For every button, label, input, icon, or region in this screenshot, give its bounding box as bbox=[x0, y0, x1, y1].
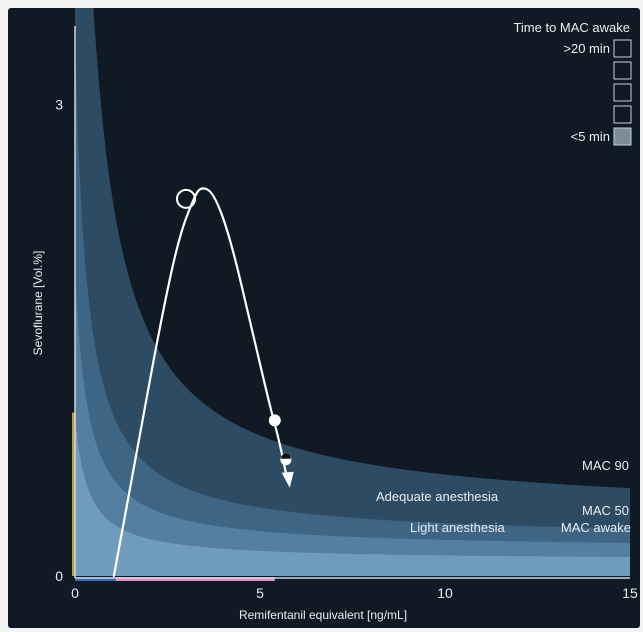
band-mac_awake bbox=[75, 416, 630, 576]
label-mac-awake: MAC awake bbox=[561, 520, 631, 535]
curve-labels: MAC 90 Adequate anesthesia MAC 50 Light … bbox=[376, 458, 631, 535]
y-level-indicator bbox=[72, 412, 76, 576]
axes bbox=[74, 26, 630, 579]
trajectory bbox=[112, 187, 294, 578]
y-axis-title: Sevoflurane [Vol.%] bbox=[31, 251, 45, 356]
y-tick-label-3: 3 bbox=[55, 97, 63, 113]
trajectory-current-marker-fill bbox=[280, 453, 291, 459]
legend-label-0: >20 min bbox=[563, 41, 610, 56]
sevoflurane-remifentanil-chart: 0 5 10 15 0 3 MAC 90 Adequate anesthesia MAC … bbox=[31, 8, 638, 622]
legend-label-4: <5 min bbox=[571, 129, 610, 144]
axis-indicators bbox=[72, 412, 275, 581]
trajectory-start-marker bbox=[176, 188, 196, 209]
mac-bands bbox=[75, 8, 630, 576]
band-mac90 bbox=[75, 8, 630, 576]
legend-swatch-4 bbox=[613, 127, 632, 146]
anesthesia-display-panel: 0 5 10 15 0 3 MAC 90 Adequate anesthesia MAC … bbox=[8, 8, 640, 628]
x-tick-label-0: 0 bbox=[71, 585, 79, 601]
trajectory-arrowhead bbox=[281, 471, 294, 488]
y-tick-label-0: 0 bbox=[55, 568, 63, 584]
time-to-mac-awake-legend: Time to MAC awake >20 min <5 min bbox=[513, 20, 632, 146]
trajectory-mid-marker bbox=[268, 414, 281, 427]
x-tick-label-15: 15 bbox=[622, 585, 638, 601]
label-mac50: MAC 50 bbox=[582, 503, 629, 518]
legend-swatch-3 bbox=[613, 105, 632, 124]
label-mac90: MAC 90 bbox=[582, 458, 629, 473]
x-level-indicator-1 bbox=[115, 577, 275, 581]
label-light-anesthesia: Light anesthesia bbox=[410, 520, 505, 535]
legend-title: Time to MAC awake bbox=[513, 20, 630, 35]
tick-labels: 0 5 10 15 0 3 bbox=[55, 97, 638, 601]
x-tick-label-10: 10 bbox=[437, 585, 453, 601]
x-tick-label-5: 5 bbox=[256, 585, 264, 601]
legend-swatch-1 bbox=[613, 61, 632, 80]
x-axis-title: Remifentanil equivalent [ng/mL] bbox=[239, 608, 407, 622]
x-level-indicator-0 bbox=[75, 577, 116, 581]
legend-swatch-2 bbox=[613, 83, 632, 102]
label-adequate-anesthesia: Adequate anesthesia bbox=[376, 489, 499, 504]
legend-swatch-0 bbox=[613, 39, 632, 58]
